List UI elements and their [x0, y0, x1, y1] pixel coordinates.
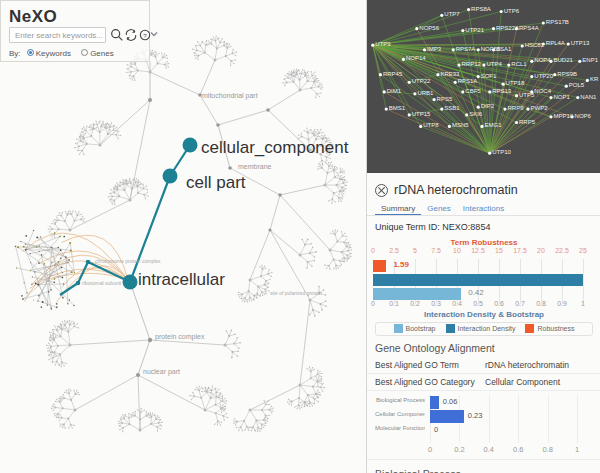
svg-text:?: ?	[143, 33, 147, 39]
